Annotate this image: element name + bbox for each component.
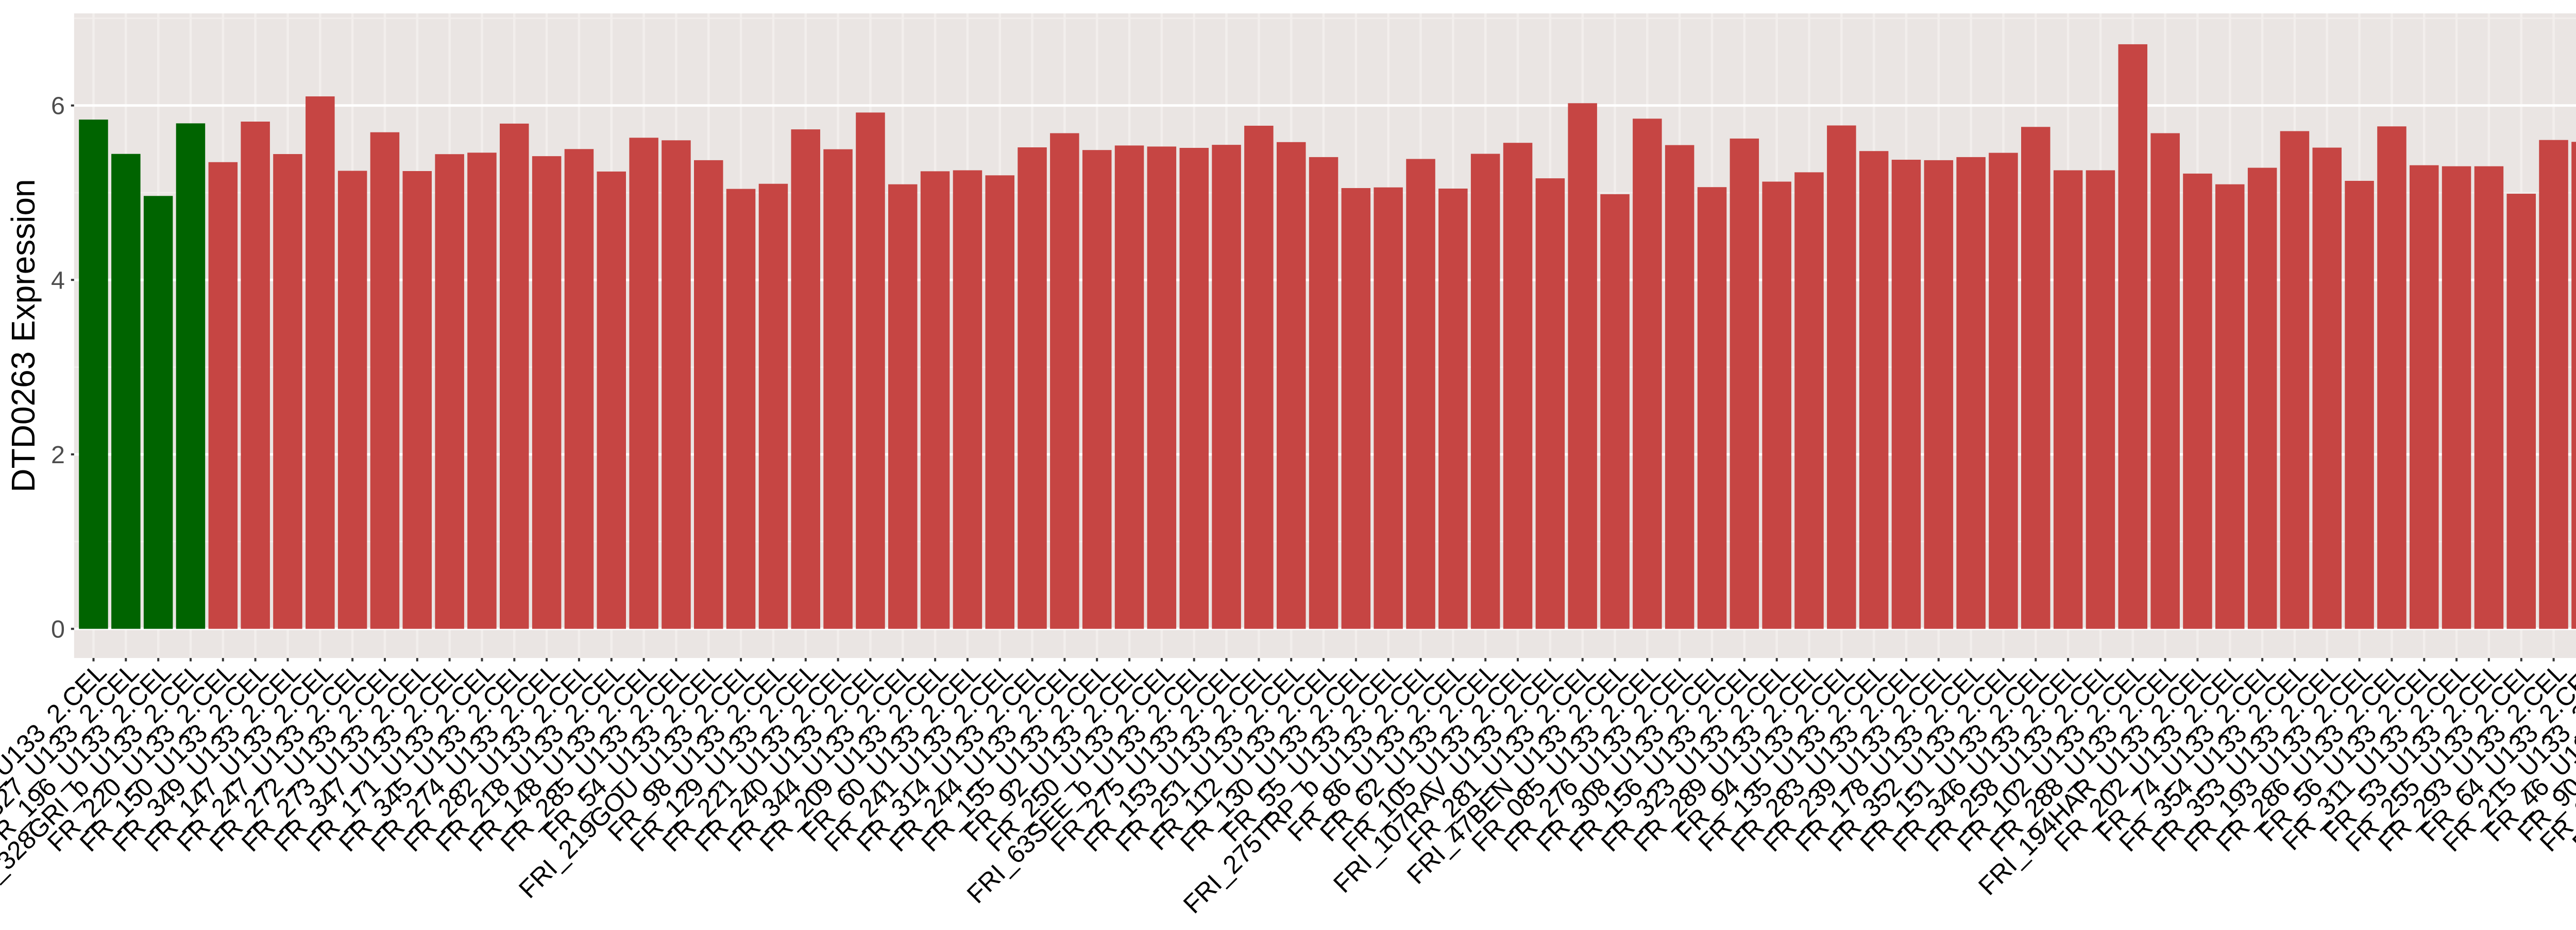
- svg-text:DTD0263 Expression: DTD0263 Expression: [5, 179, 42, 492]
- svg-text:4: 4: [51, 266, 65, 294]
- svg-text:6: 6: [51, 92, 65, 120]
- svg-text:2: 2: [51, 441, 65, 469]
- svg-text:0: 0: [51, 616, 65, 644]
